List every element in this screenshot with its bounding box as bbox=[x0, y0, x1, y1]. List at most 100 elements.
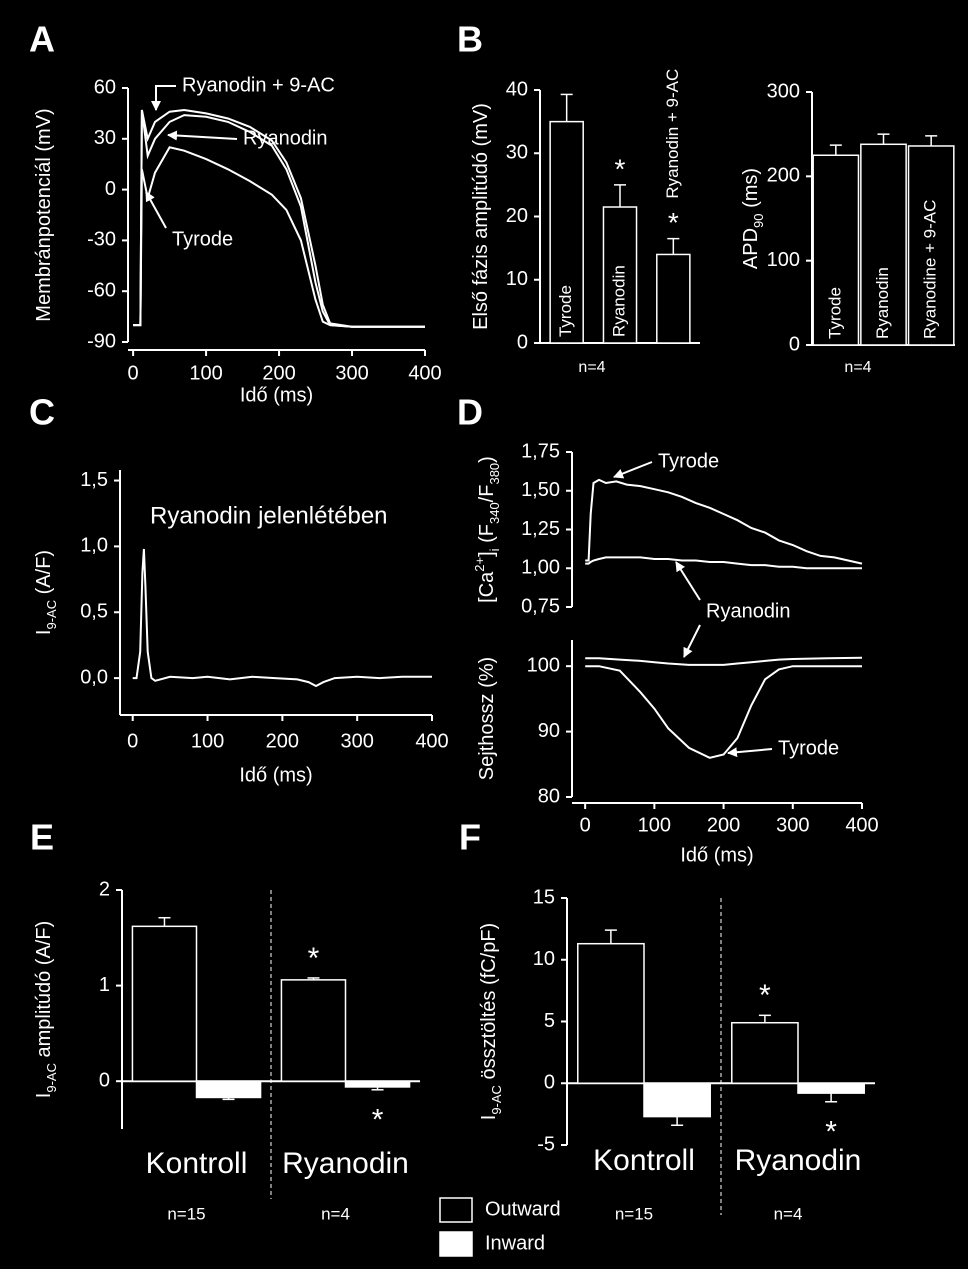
bar bbox=[549, 120, 584, 344]
x-tick-label: 300 bbox=[776, 814, 809, 836]
y-tick-label: 60 bbox=[94, 76, 116, 98]
n-label: n=4 bbox=[578, 359, 605, 376]
x-axis-label: Idő (ms) bbox=[240, 384, 313, 406]
y-axis-label-part: I bbox=[33, 630, 55, 636]
legend-swatch bbox=[439, 1231, 473, 1257]
y-tick-label: 100 bbox=[527, 654, 560, 676]
x-tick-label: 300 bbox=[335, 362, 368, 384]
y-tick-label: 20 bbox=[506, 205, 528, 227]
label-arrow bbox=[675, 561, 701, 601]
y-axis-label-part: Első fázis amplitúdó (mV) bbox=[470, 103, 492, 330]
x-tick-label: 400 bbox=[845, 814, 878, 836]
y-tick-label: 0 bbox=[517, 331, 528, 353]
y-tick-label: 80 bbox=[538, 785, 560, 807]
x-axis-label: Idő (ms) bbox=[239, 764, 312, 786]
y-axis-label-part: 90 bbox=[751, 213, 766, 227]
y-tick-label: -30 bbox=[87, 229, 116, 251]
trace-label: Ryanodin bbox=[706, 600, 791, 622]
y-axis-label-part: 9-AC bbox=[44, 1063, 59, 1093]
y-tick-label: 0,5 bbox=[80, 601, 108, 623]
y-tick-label: 5 bbox=[544, 1010, 555, 1032]
y-tick-label: 10 bbox=[506, 268, 528, 290]
y-tick-label: 0 bbox=[789, 333, 800, 355]
panel-letter: C bbox=[29, 392, 55, 433]
label-arrow bbox=[613, 461, 653, 479]
trace bbox=[132, 548, 432, 688]
y-axis-label-part: össztöltés (fC/pF) bbox=[478, 923, 500, 1085]
y-tick-label: 15 bbox=[533, 886, 555, 908]
y-axis-label-part: Sejthossz (%) bbox=[476, 657, 498, 780]
x-tick-label: 0 bbox=[128, 362, 139, 384]
y-tick-label: 1,5 bbox=[80, 469, 108, 491]
y-axis-label-part: /F bbox=[476, 485, 498, 503]
y-axis-label-part: Membránpotenciál (mV) bbox=[33, 108, 55, 321]
y-tick-label: 90 bbox=[538, 720, 560, 742]
bar-label: Tyrode bbox=[825, 287, 844, 339]
y-axis-label: Első fázis amplitúdó (mV) bbox=[470, 103, 492, 330]
bar-label: Ryanodin bbox=[609, 265, 628, 337]
significance: * bbox=[372, 1104, 384, 1137]
category-label: Ryanodin bbox=[282, 1147, 409, 1180]
y-tick-label: 100 bbox=[767, 249, 800, 271]
x-tick-label: 0 bbox=[127, 730, 138, 752]
y-axis-label-part: [Ca bbox=[476, 571, 498, 603]
y-axis-label-part: i bbox=[487, 548, 502, 551]
y-tick-label: 0 bbox=[544, 1072, 555, 1094]
y-axis-label: Membránpotenciál (mV) bbox=[33, 108, 55, 321]
x-tick-label: 200 bbox=[262, 362, 295, 384]
trace bbox=[585, 665, 862, 759]
trace-label: Tyrode bbox=[778, 737, 839, 759]
significance: * bbox=[308, 942, 320, 975]
y-axis-label: Sejthossz (%) bbox=[476, 657, 498, 780]
y-axis-label: I9-AC amplitúdó (A/F) bbox=[33, 921, 59, 1098]
trace bbox=[133, 108, 425, 328]
y-axis-label-part: ) bbox=[476, 456, 498, 463]
bar bbox=[812, 154, 860, 346]
bar-label: Tyrode bbox=[556, 285, 575, 337]
y-tick-label: 2 bbox=[99, 878, 110, 900]
category-label: Kontroll bbox=[146, 1147, 248, 1180]
bar-label: Ryanodin bbox=[873, 267, 892, 339]
label-arrow bbox=[151, 85, 176, 111]
y-tick-label: 1,00 bbox=[521, 557, 560, 579]
y-tick-label: 1,0 bbox=[80, 535, 108, 557]
panel-letter: F bbox=[459, 817, 481, 858]
n-label: n=4 bbox=[774, 1204, 803, 1223]
legend-label: Outward bbox=[485, 1198, 561, 1220]
y-tick-label: 40 bbox=[506, 78, 528, 100]
trace bbox=[585, 556, 862, 570]
bar bbox=[797, 1082, 865, 1094]
y-axis-label-part: I bbox=[33, 1093, 55, 1099]
category-label: Kontroll bbox=[593, 1144, 695, 1177]
y-axis-label-part: (F bbox=[476, 524, 498, 548]
y-axis-label-part: amplitúdó (A/F) bbox=[33, 921, 55, 1063]
y-tick-label: -5 bbox=[537, 1133, 555, 1155]
panel-letter: B bbox=[457, 19, 483, 60]
y-axis-label-part: 9-AC bbox=[44, 600, 59, 630]
category-label: Ryanodin bbox=[735, 1144, 862, 1177]
significance: * bbox=[668, 207, 679, 238]
label-arrow bbox=[727, 747, 773, 758]
label-arrow bbox=[145, 191, 167, 229]
bar bbox=[602, 206, 638, 344]
trace-label: Tyrode bbox=[172, 228, 233, 250]
trace-label: Ryanodin + 9-AC bbox=[182, 74, 335, 96]
label-arrow bbox=[167, 130, 238, 141]
label-arrow bbox=[683, 624, 701, 658]
trace-label: Ryanodin bbox=[243, 127, 328, 149]
y-tick-label: 30 bbox=[94, 127, 116, 149]
y-tick-label: -60 bbox=[87, 279, 116, 301]
y-tick-label: 30 bbox=[506, 142, 528, 164]
y-axis-label-part: 340 bbox=[487, 502, 502, 524]
y-axis-label: APD90 (ms) bbox=[740, 168, 766, 269]
n-label: n=15 bbox=[615, 1204, 653, 1223]
y-axis-label-part: I bbox=[478, 1115, 500, 1121]
y-tick-label: 300 bbox=[767, 80, 800, 102]
trace bbox=[585, 478, 863, 565]
bar bbox=[344, 1080, 411, 1088]
bar bbox=[731, 1021, 799, 1084]
x-tick-label: 100 bbox=[638, 814, 671, 836]
y-tick-label: 0,0 bbox=[80, 666, 108, 688]
x-tick-label: 200 bbox=[707, 814, 740, 836]
